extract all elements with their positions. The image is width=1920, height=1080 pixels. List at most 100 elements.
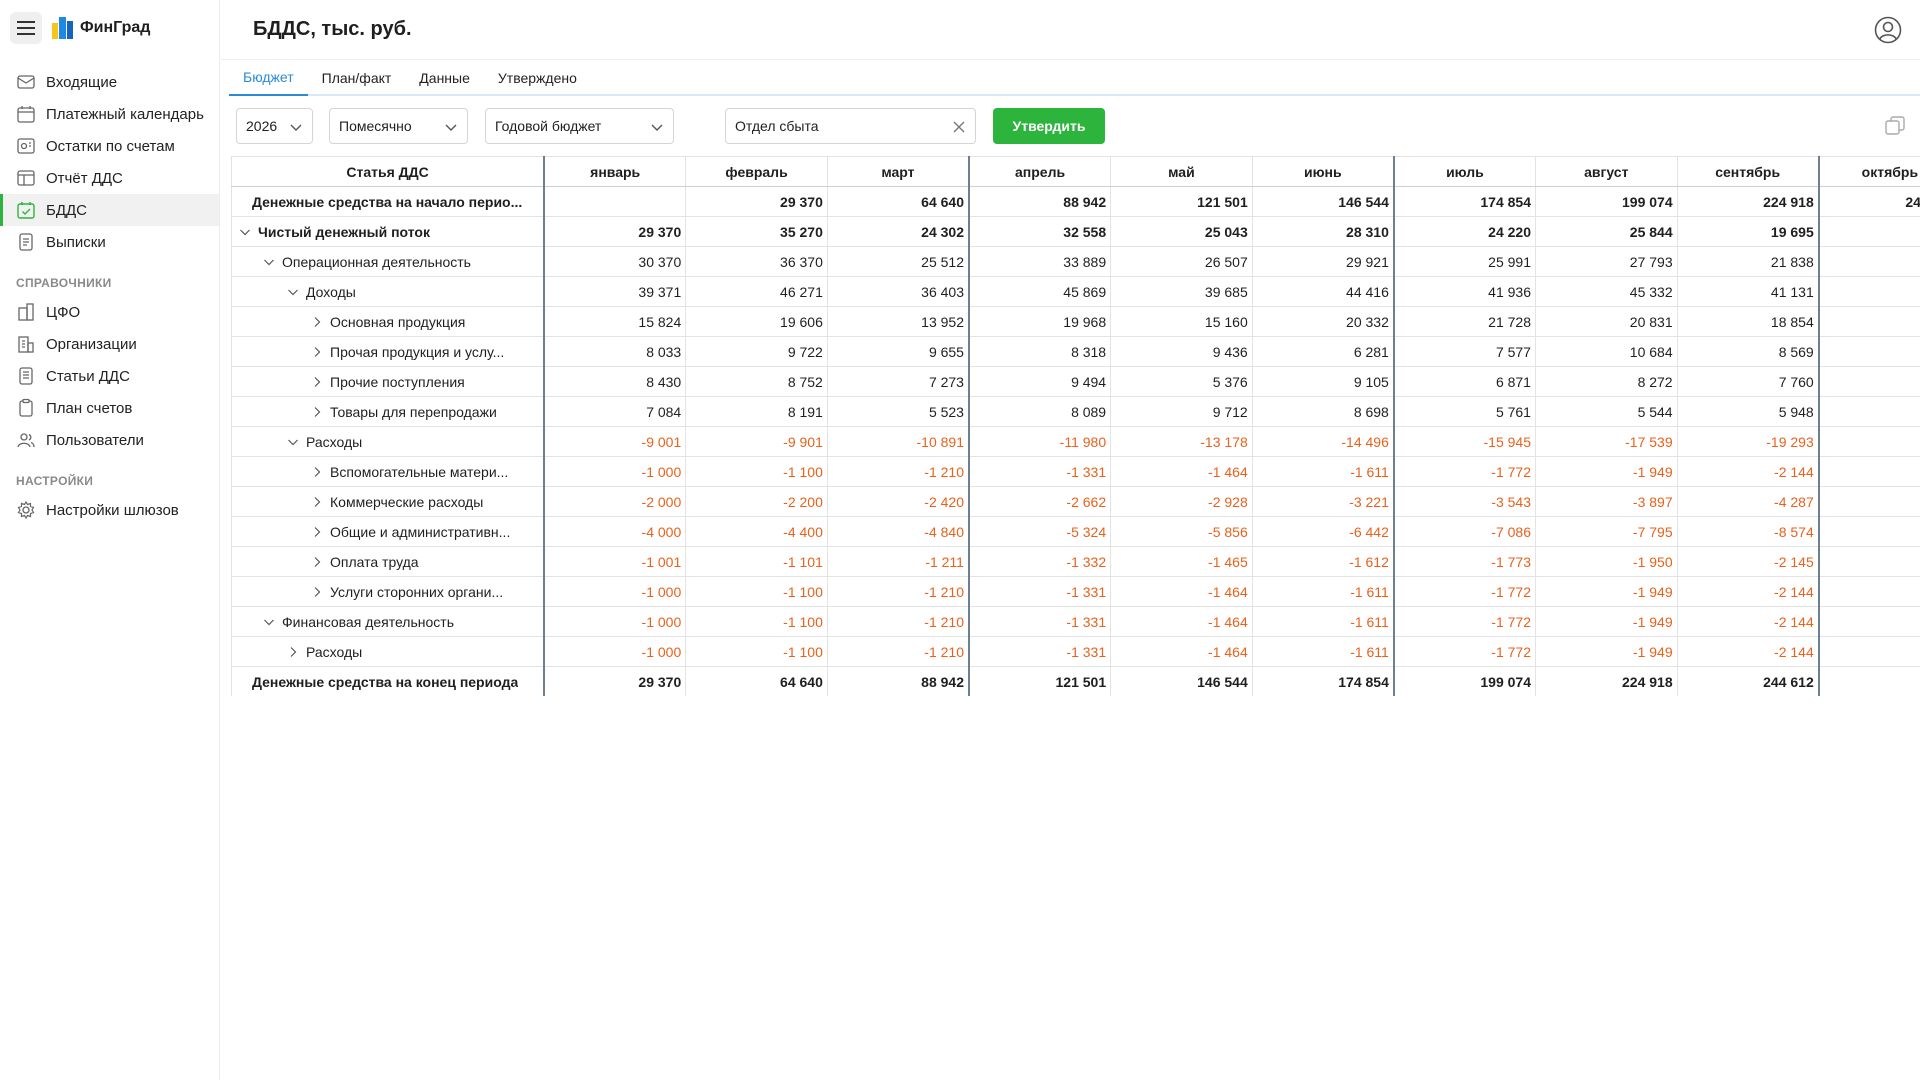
value-cell[interactable]: 7 760 (1676, 366, 1820, 397)
value-cell[interactable]: 64 640 (685, 666, 828, 696)
value-cell[interactable]: 36 403 (826, 276, 970, 307)
value-cell[interactable]: -2 420 (826, 486, 970, 517)
value-cell[interactable]: 20 831 (1534, 306, 1678, 337)
value-cell[interactable]: 32 558 (968, 216, 1112, 247)
chevron-right-icon[interactable] (310, 495, 324, 509)
user-avatar-icon[interactable] (1874, 16, 1902, 44)
value-cell[interactable]: 8 430 (543, 366, 687, 397)
value-cell[interactable]: 6 0 (1818, 396, 1920, 427)
value-cell[interactable]: 5 761 (1393, 396, 1536, 427)
value-cell[interactable]: -1 612 (1251, 546, 1395, 577)
value-cell[interactable]: 6 281 (1251, 336, 1395, 367)
value-cell[interactable]: -1 332 (968, 546, 1112, 577)
value-cell[interactable]: 5 948 (1676, 396, 1820, 427)
value-cell[interactable]: -1 100 (685, 576, 828, 607)
value-cell[interactable]: 9 7 (1818, 216, 1920, 247)
budget-type-select[interactable]: Годовой бюджет (485, 108, 674, 144)
chevron-right-icon[interactable] (310, 585, 324, 599)
value-cell[interactable]: -1 772 (1393, 576, 1536, 607)
value-cell[interactable]: 174 854 (1393, 186, 1536, 217)
chevron-down-icon[interactable] (238, 225, 252, 239)
value-cell[interactable]: 244 612 (1818, 186, 1920, 217)
value-cell[interactable]: 25 844 (1534, 216, 1678, 247)
value-cell[interactable]: -2 928 (1110, 486, 1253, 517)
tab-2[interactable]: Данные (419, 70, 470, 86)
column-header-month[interactable]: август (1534, 156, 1678, 187)
value-cell[interactable]: -1 772 (1393, 636, 1536, 667)
value-cell[interactable]: -4 000 (543, 516, 687, 547)
value-cell[interactable]: -1 211 (826, 546, 970, 577)
value-cell[interactable]: 146 544 (1251, 186, 1395, 217)
table-row[interactable]: Денежные средства на начало перио... 29 3… (231, 186, 1920, 217)
chevron-right-icon[interactable] (310, 375, 324, 389)
value-cell[interactable]: -1 331 (968, 576, 1112, 607)
value-cell[interactable]: 88 942 (968, 186, 1112, 217)
table-row[interactable]: Доходы 39 371 46 271 36 403 45 869 39 685 44 4… (231, 276, 1920, 307)
table-row[interactable]: Денежные средства на конец периода 29 370… (231, 666, 1920, 696)
value-cell[interactable]: 5 1 (1818, 366, 1920, 397)
value-cell[interactable]: 8 272 (1534, 366, 1678, 397)
value-cell[interactable]: -1 331 (968, 606, 1112, 637)
table-row[interactable]: Чистый денежный поток 29 370 35 270 24 302 3… (231, 216, 1920, 247)
sidebar-item-main-1[interactable]: Платежный календарь (0, 98, 219, 130)
value-cell[interactable]: -1 100 (685, 456, 828, 487)
value-cell[interactable]: 224 918 (1534, 666, 1678, 696)
value-cell[interactable]: 5 523 (826, 396, 970, 427)
value-cell[interactable]: 199 074 (1393, 666, 1536, 696)
value-cell[interactable]: -1 331 (968, 456, 1112, 487)
value-cell[interactable]: 28 310 (1251, 216, 1395, 247)
approve-button[interactable]: Утвердить (993, 108, 1105, 144)
value-cell[interactable]: -1 001 (543, 546, 687, 577)
value-cell[interactable]: 41 131 (1676, 276, 1820, 307)
table-row[interactable]: Расходы -9 001 -9 901 -10 891 -11 980 -13 178… (231, 426, 1920, 457)
value-cell[interactable]: -1 000 (543, 606, 687, 637)
tab-1[interactable]: План/факт (321, 70, 392, 86)
value-cell[interactable]: 33 889 (968, 246, 1112, 277)
chevron-right-icon[interactable] (310, 405, 324, 419)
value-cell[interactable]: 21 838 (1676, 246, 1820, 277)
sidebar-item-ref-3[interactable]: План счетов (0, 392, 219, 424)
value-cell[interactable]: -19 293 (1676, 426, 1820, 457)
value-cell[interactable]: -1 210 (826, 606, 970, 637)
value-cell[interactable]: -7 086 (1393, 516, 1536, 547)
value-cell[interactable]: -3 897 (1534, 486, 1678, 517)
table-row[interactable]: Операционная деятельность 30 370 36 370 25 … (231, 246, 1920, 277)
value-cell[interactable]: 5 376 (1110, 366, 1253, 397)
value-cell[interactable]: -2 3 (1818, 456, 1920, 487)
value-cell[interactable]: 8 033 (543, 336, 687, 367)
value-cell[interactable]: -1 101 (685, 546, 828, 577)
chevron-right-icon[interactable] (310, 525, 324, 539)
value-cell[interactable]: 9 712 (1110, 396, 1253, 427)
budget-table-container[interactable]: Статья ДДС январь февраль март апрель май июнь… (231, 156, 1920, 696)
value-cell[interactable]: -1 611 (1251, 636, 1395, 667)
value-cell[interactable]: -5 324 (968, 516, 1112, 547)
value-cell[interactable]: 29 370 (543, 666, 687, 696)
value-cell[interactable]: 25 512 (826, 246, 970, 277)
value-cell[interactable]: 21 728 (1393, 306, 1536, 337)
sidebar-item-main-5[interactable]: Выписки (0, 226, 219, 258)
chevron-right-icon[interactable] (310, 465, 324, 479)
value-cell[interactable]: 45 869 (968, 276, 1112, 307)
value-cell[interactable]: -2 3 (1818, 636, 1920, 667)
value-cell[interactable]: -2 3 (1818, 576, 1920, 607)
column-header-month[interactable]: июль (1393, 156, 1536, 187)
value-cell[interactable]: -1 464 (1110, 576, 1253, 607)
table-row[interactable]: Прочая продукция и услу... 8 033 9 722 9 65… (231, 336, 1920, 367)
value-cell[interactable]: 9 494 (968, 366, 1112, 397)
value-cell[interactable]: -1 949 (1534, 576, 1678, 607)
value-cell[interactable]: 46 271 (685, 276, 828, 307)
value-cell[interactable]: -1 465 (1110, 546, 1253, 577)
table-row[interactable]: Общие и административн... -4 000 -4 400 -4 … (231, 516, 1920, 547)
value-cell[interactable]: 24 302 (826, 216, 970, 247)
value-cell[interactable]: -1 949 (1534, 456, 1678, 487)
value-cell[interactable]: -4 7 (1818, 486, 1920, 517)
copy-icon[interactable] (1884, 115, 1906, 137)
value-cell[interactable]: -1 210 (826, 576, 970, 607)
value-cell[interactable]: -1 773 (1393, 546, 1536, 577)
value-cell[interactable]: -2 3 (1818, 546, 1920, 577)
value-cell[interactable]: -1 464 (1110, 606, 1253, 637)
value-cell[interactable]: 199 074 (1534, 186, 1678, 217)
value-cell[interactable]: 45 332 (1534, 276, 1678, 307)
tab-0[interactable]: Бюджет (229, 60, 308, 96)
tab-3[interactable]: Утверждено (497, 70, 577, 86)
